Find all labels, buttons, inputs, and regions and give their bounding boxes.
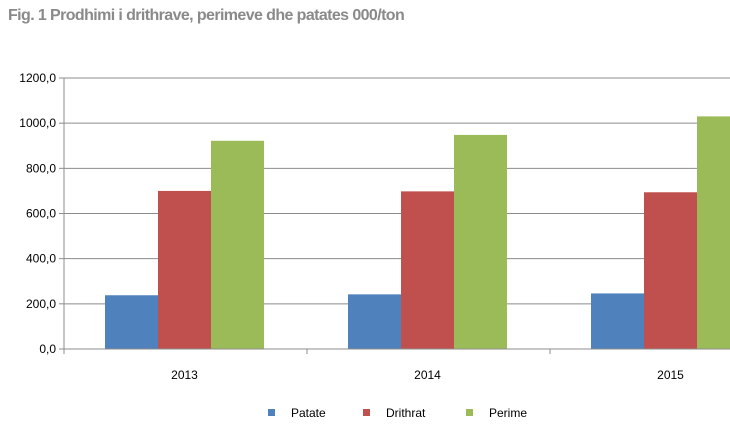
y-tick-label: 400,0 [26, 252, 56, 266]
bar-drithrat-2015 [644, 192, 697, 349]
bar-drithrat-2014 [401, 191, 454, 349]
y-tick-label: 1000,0 [19, 116, 56, 130]
bar-perime-2014 [454, 134, 507, 349]
legend-label-patate: Patate [291, 406, 326, 420]
x-tick-label: 2015 [657, 368, 684, 382]
legend-swatch-patate [268, 409, 275, 416]
legend-swatch-drithrat [363, 409, 370, 416]
legend-label-drithrat: Drithrat [386, 406, 426, 420]
chart-title: Fig. 1 Prodhimi i drithrave, perimeve dh… [8, 7, 405, 24]
bar-patate-2014 [348, 294, 401, 349]
legend-swatch-perime [466, 409, 473, 416]
bar-patate-2013 [105, 295, 158, 349]
x-tick-label: 2013 [171, 368, 198, 382]
axes: 0,0 200,0 400,0 600,0 800,0 1000,0 1200,0 2013 2… [19, 71, 730, 382]
y-tick-label: 800,0 [26, 161, 56, 175]
bars [105, 116, 730, 350]
y-tick-label: 600,0 [26, 207, 56, 221]
y-tick-label: 200,0 [26, 297, 56, 311]
legend: Patate Drithrat Perime [268, 406, 527, 420]
bar-perime-2015 [697, 116, 730, 350]
x-tick-label: 2014 [414, 368, 441, 382]
y-tick-label: 1200,0 [19, 71, 56, 85]
legend-label-perime: Perime [489, 406, 527, 420]
bar-patate-2015 [591, 293, 644, 349]
y-tick-label: 0,0 [39, 342, 56, 356]
bar-perime-2013 [211, 140, 264, 349]
bar-drithrat-2013 [158, 190, 211, 349]
